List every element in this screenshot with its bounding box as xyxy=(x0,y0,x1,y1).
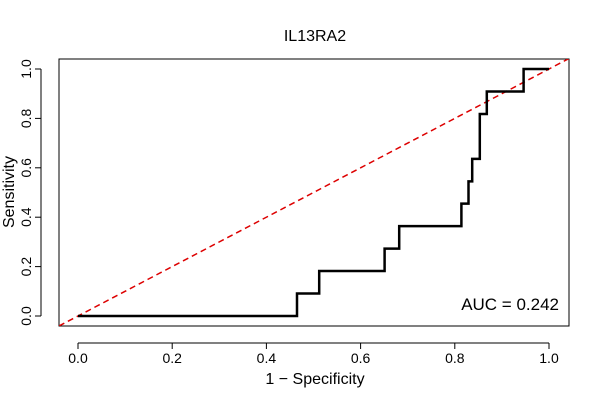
plot-area: 0.0 0.2 0.4 0.6 0.8 1.0 0.0 0.2 0.4 0.6 0.8 1.0 xyxy=(18,58,570,366)
auc-annotation: AUC = 0.242 xyxy=(461,295,559,314)
plot-frame xyxy=(58,58,570,327)
x-tick-label: 0.0 xyxy=(68,350,88,366)
y-tick-label: 0.0 xyxy=(18,306,34,326)
y-tick-label: 0.4 xyxy=(18,207,34,227)
reference-diagonal-line xyxy=(59,59,569,326)
y-tick-label: 0.6 xyxy=(18,158,34,178)
y-axis-label: Sensitivity xyxy=(1,156,18,228)
y-tick-label: 0.8 xyxy=(18,108,34,128)
chart-title: IL13RA2 xyxy=(284,28,346,45)
x-tick-label: 0.4 xyxy=(257,350,277,366)
x-tick-label: 0.8 xyxy=(445,350,465,366)
y-tick-label: 1.0 xyxy=(18,59,34,79)
x-tick-label: 1.0 xyxy=(539,350,559,366)
x-tick-label: 0.6 xyxy=(351,350,371,366)
x-tick-label: 0.2 xyxy=(162,350,182,366)
x-axis-label: 1 − Specificity xyxy=(265,371,364,388)
y-tick-label: 0.2 xyxy=(18,257,34,277)
roc-curve xyxy=(78,67,549,318)
